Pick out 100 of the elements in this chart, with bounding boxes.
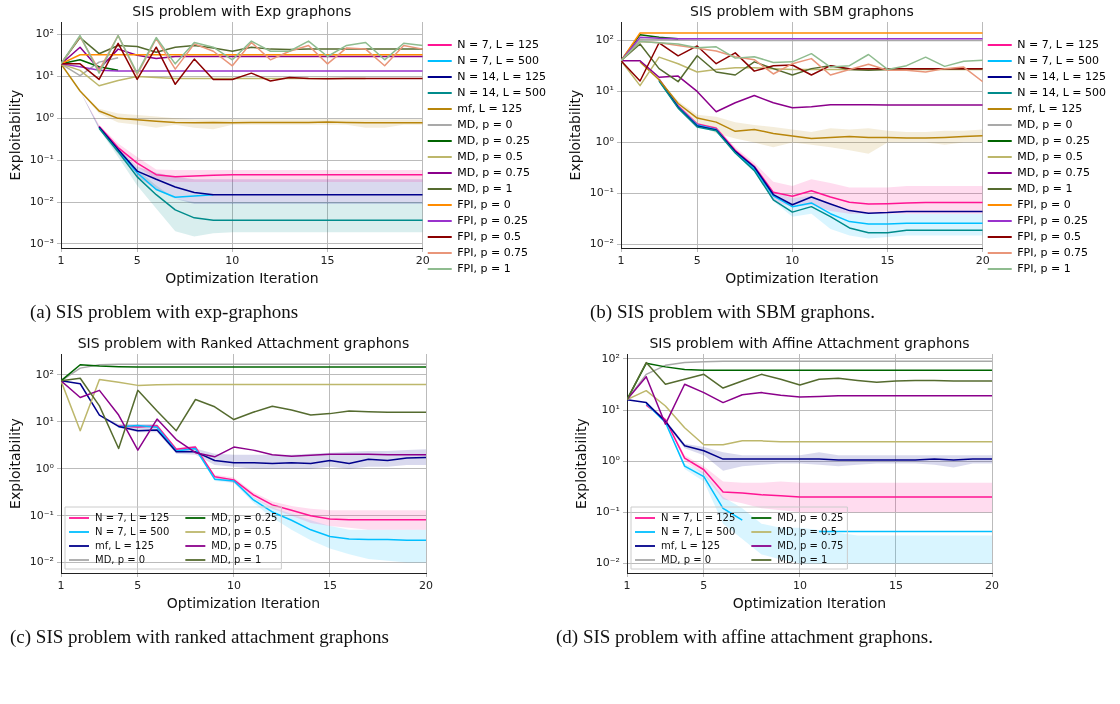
y-axis-title: Exploitability <box>573 418 590 509</box>
legend-label: N = 14, L = 125 <box>1017 69 1106 83</box>
text: (b) SIS problem with SBM graphons. <box>590 300 876 324</box>
y-tick-label: 10² <box>595 33 615 47</box>
y-tick-label: 10⁻² <box>595 556 621 570</box>
y-tick-label: 10¹ <box>35 414 55 428</box>
y-tick-label: 10⁰ <box>601 454 621 468</box>
legend-label: mf, L = 125 <box>1017 101 1083 115</box>
y-tick-label: 10⁻² <box>29 555 55 569</box>
x-tick-label: 20 <box>419 579 433 593</box>
legend-label: FPI, p = 0.25 <box>1017 213 1089 227</box>
x-tick-label: 15 <box>888 579 903 593</box>
x-tick-label: 1 <box>57 254 65 268</box>
y-tick-label: 10² <box>35 367 55 381</box>
x-tick-label: 20 <box>415 254 430 268</box>
x-tick-label: 1 <box>623 579 631 593</box>
y-tick-label: 10² <box>601 351 621 365</box>
x-tick-label: 20 <box>975 254 990 268</box>
legend-label: MD, p = 1 <box>211 553 262 565</box>
y-axis-title: Exploitability <box>7 418 24 509</box>
legend-label: MD, p = 0.5 <box>211 525 272 537</box>
legend-label: MD, p = 0.75 <box>211 539 278 551</box>
x-tick-label: 10 <box>785 254 800 268</box>
x-tick-label: 15 <box>880 254 895 268</box>
legend-label: FPI, p = 0 <box>1017 197 1071 211</box>
legend-label: FPI, p = 0 <box>457 197 511 211</box>
x-axis-title: Optimization Iteration <box>166 595 321 612</box>
y-tick-label: 10¹ <box>35 69 55 83</box>
y-tick-label: 10⁰ <box>35 461 55 475</box>
x-tick-label: 10 <box>226 579 241 593</box>
legend-label: MD, p = 0 <box>661 553 712 565</box>
legend-label: MD, p = 0.25 <box>457 133 530 147</box>
legend-label: MD, p = 1 <box>457 181 513 195</box>
legend-label: MD, p = 0 <box>95 553 146 565</box>
legend-label: FPI, p = 1 <box>1017 261 1071 275</box>
legend-label: FPI, p = 0.5 <box>1017 229 1082 243</box>
y-tick-label: 10⁰ <box>595 135 615 149</box>
y-axis-title: Exploitability <box>567 89 584 181</box>
y-tick-label: 10⁻¹ <box>595 505 621 519</box>
legend-label: FPI, p = 1 <box>457 261 511 275</box>
text: (c) SIS problem with ranked attachment graphons <box>10 625 390 649</box>
y-tick-label: 10⁻¹ <box>29 508 55 522</box>
legend-label: N = 7, L = 500 <box>1017 53 1099 67</box>
legend-label: mf, L = 125 <box>457 101 523 115</box>
legend-label: MD, p = 0.25 <box>777 511 844 523</box>
chart-title: SIS problem with Ranked Attachment graphons <box>77 334 410 351</box>
y-tick-label: 10⁰ <box>35 111 55 125</box>
x-axis-title: Optimization Iteration <box>165 270 319 287</box>
legend-label: N = 7, L = 500 <box>95 525 170 537</box>
chart-title: SIS problem with Affine Attachment graphons <box>649 334 970 351</box>
legend-label: MD, p = 1 <box>777 553 828 565</box>
x-tick-label: 10 <box>225 254 240 268</box>
legend-label: N = 7, L = 125 <box>1017 37 1099 51</box>
y-tick-label: 10⁻³ <box>29 236 55 250</box>
legend-label: MD, p = 0.25 <box>211 511 278 523</box>
legend-label: MD, p = 0.75 <box>1017 165 1090 179</box>
y-tick-label: 10⁻² <box>589 237 615 251</box>
legend-label: N = 7, L = 125 <box>95 511 170 523</box>
chart-title: SIS problem with Exp graphons <box>132 2 352 19</box>
legend-label: mf, L = 125 <box>95 539 155 551</box>
legend-label: MD, p = 0 <box>457 117 513 131</box>
y-tick-label: 10² <box>35 27 55 41</box>
y-tick-label: 10⁻² <box>29 194 55 208</box>
x-tick-label: 5 <box>693 254 701 268</box>
chart-title: SIS problem with SBM graphons <box>690 2 914 19</box>
legend-label: FPI, p = 0.25 <box>457 213 529 227</box>
legend-label: MD, p = 0.75 <box>457 165 530 179</box>
x-tick-label: 10 <box>792 579 807 593</box>
text: (d) SIS problem with affine attachment graphons. <box>556 625 934 649</box>
legend-label: FPI, p = 0.75 <box>457 245 529 259</box>
x-tick-label: 1 <box>57 579 65 593</box>
legend-label: MD, p = 0 <box>1017 117 1073 131</box>
legend-label: N = 14, L = 500 <box>1017 85 1106 99</box>
x-axis-title: Optimization Iteration <box>725 270 879 287</box>
legend-label: MD, p = 0.5 <box>457 149 523 163</box>
x-tick-label: 20 <box>985 579 999 593</box>
y-tick-label: 10¹ <box>595 84 615 98</box>
y-tick-label: 10⁻¹ <box>589 186 615 200</box>
legend-label: N = 14, L = 500 <box>457 85 546 99</box>
x-tick-label: 1 <box>617 254 625 268</box>
y-tick-label: 10⁻¹ <box>29 153 55 167</box>
legend-label: mf, L = 125 <box>661 539 721 551</box>
legend-label: MD, p = 0.75 <box>777 539 844 551</box>
y-axis-title: Exploitability <box>7 89 24 181</box>
x-axis-title: Optimization Iteration <box>732 595 887 612</box>
legend-label: N = 7, L = 500 <box>661 525 736 537</box>
y-tick-label: 10¹ <box>601 402 621 416</box>
legend-label: MD, p = 0.5 <box>1017 149 1083 163</box>
legend-label: FPI, p = 0.75 <box>1017 245 1089 259</box>
legend-label: MD, p = 1 <box>1017 181 1073 195</box>
legend-label: N = 14, L = 125 <box>457 69 546 83</box>
legend-label: FPI, p = 0.5 <box>457 229 522 243</box>
x-tick-label: 15 <box>320 254 335 268</box>
x-tick-label: 5 <box>700 579 708 593</box>
legend-label: N = 7, L = 500 <box>457 53 539 67</box>
legend-label: N = 7, L = 125 <box>457 37 539 51</box>
x-tick-label: 15 <box>322 579 337 593</box>
legend-label: MD, p = 0.25 <box>1017 133 1090 147</box>
legend-label: N = 7, L = 125 <box>661 511 736 523</box>
x-tick-label: 5 <box>134 579 142 593</box>
